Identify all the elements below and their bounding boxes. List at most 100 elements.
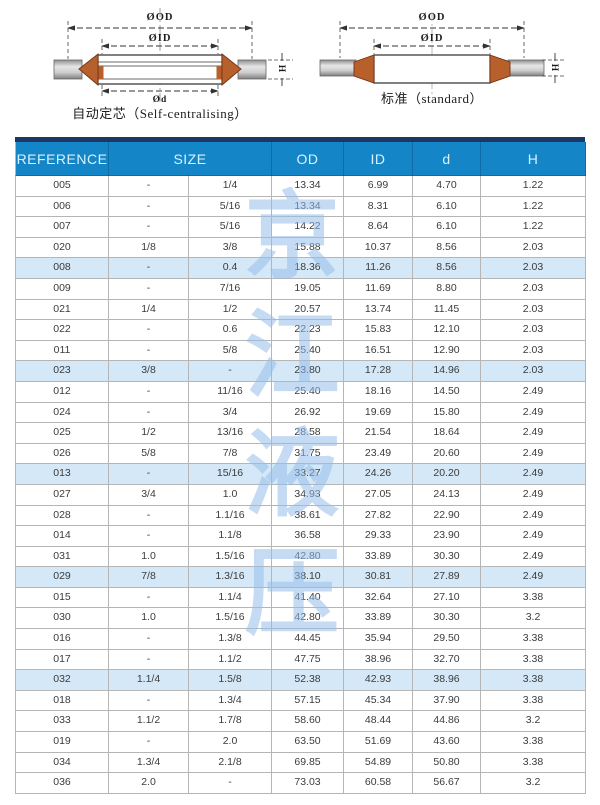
cell-od: 33.27 [271,463,344,485]
table-row: 012-11/16 25.40 18.16 14.50 2.49 [15,380,586,403]
table-row: 020 1/8 3/8 15.88 10.37 8.56 2.03 [15,236,586,259]
header-d: d [412,142,481,176]
cell-od: 63.50 [271,731,344,753]
table-row: 007-5/16 14.22 8.64 6.10 1.22 [15,216,586,238]
cell-size1: - [108,504,189,527]
table-row: 025 1/2 13/16 28.58 21.54 18.64 2.49 [15,422,586,444]
cell-d: 6.10 [412,195,481,218]
cell-od: 42.80 [271,607,344,630]
cell-size1: - [108,648,189,671]
cell-size2: 5/8 [188,339,272,362]
od-dimension-label: ØOD [147,12,174,23]
cell-reference: 024 [15,401,109,424]
cell-h: 2.03 [480,277,586,300]
cell-od: 25.40 [271,380,344,403]
dimension-h: H [542,53,566,83]
cell-size1: - [108,401,189,424]
cell-size2: 1.5/8 [188,669,272,691]
cell-reference: 031 [15,545,109,568]
shaft-right [507,59,545,77]
cell-reference: 007 [15,216,109,238]
cell-reference: 016 [15,628,109,650]
cell-size2: 1/2 [188,298,272,321]
cell-h: 2.49 [480,504,586,527]
cell-od: 28.58 [271,422,344,444]
shaft-right [237,59,267,80]
seal-lip-left [98,66,104,79]
cell-reference: 020 [15,236,109,259]
cell-reference: 006 [15,195,109,218]
cell-h: 3.38 [480,586,586,609]
dimension-id: ØID [101,33,219,54]
cell-od: 38.10 [271,566,344,588]
cell-size1: 3/4 [108,483,189,506]
table-row: 005-1/4 13.34 6.99 4.70 1.22 [15,175,586,197]
table-row: 013-15/16 33.27 24.26 20.20 2.49 [15,463,586,485]
cell-d: 24.13 [412,483,481,506]
table-row: 027 3/4 1.0 34.93 27.05 24.13 2.49 [15,483,586,506]
header-od: OD [271,142,344,176]
shaft-left [319,59,357,77]
cell-od: 23.80 [271,360,344,382]
cell-reference: 028 [15,504,109,527]
cell-od: 34.93 [271,483,344,506]
cell-size2: 1/4 [188,175,272,197]
cell-size1: - [108,463,189,485]
cell-size2: 1.3/16 [188,566,272,588]
seal-body [373,54,491,84]
cell-od: 44.45 [271,628,344,650]
cell-id: 30.81 [343,566,413,588]
cell-reference: 030 [15,607,109,630]
cell-od: 58.60 [271,710,344,733]
cell-reference: 025 [15,422,109,444]
cell-od: 14.22 [271,216,344,238]
cell-h: 3.2 [480,607,586,630]
cell-od: 57.15 [271,689,344,712]
cell-id: 8.31 [343,195,413,218]
dimension-id: ØID [373,33,491,54]
cell-id: 15.83 [343,319,413,341]
cell-size2: 13/16 [188,422,272,444]
cell-od: 36.58 [271,525,344,547]
table-row: 019-2.0 63.50 51.69 43.60 3.38 [15,731,586,753]
cell-size2: - [188,772,272,794]
cell-size1: - [108,628,189,650]
table-row: 008-0.4 18.36 11.26 8.56 2.03 [15,257,586,279]
cell-d: 30.30 [412,545,481,568]
table-row: 036 2.0-73.03 60.58 56.67 3.2 [15,772,586,794]
cell-size1: 1/2 [108,422,189,444]
cell-id: 10.37 [343,236,413,259]
cell-reference: 029 [15,566,109,588]
cell-d: 37.90 [412,689,481,712]
cell-size2: 1.3/8 [188,628,272,650]
cell-od: 26.92 [271,401,344,424]
cell-id: 6.99 [343,175,413,197]
cell-size1: 1.0 [108,607,189,630]
cell-reference: 036 [15,772,109,794]
cell-size1: 3/8 [108,360,189,382]
cell-h: 2.49 [480,422,586,444]
cell-d: 12.10 [412,319,481,341]
table-row: 029 7/8 1.3/16 38.10 30.81 27.89 2.49 [15,566,586,588]
cell-id: 45.34 [343,689,413,712]
cell-size2: 3/8 [188,236,272,259]
shaft-left [53,59,83,80]
cell-h: 3.38 [480,648,586,671]
id-dimension-label: ØID [421,33,444,44]
cell-h: 2.03 [480,236,586,259]
cell-id: 38.96 [343,648,413,671]
standard-caption: 标准（standard） [381,91,483,106]
cell-size1: 1.1/2 [108,710,189,733]
table-top-strip [15,137,585,142]
cell-size2: 11/16 [188,380,272,403]
cell-h: 2.03 [480,298,586,321]
cell-d: 27.10 [412,586,481,609]
cell-size2: 5/16 [188,216,272,238]
dimension-d: Ød [101,85,219,105]
spec-table-section: REFERENCE SIZE OD ID d H 005-1/4 13.34 6.9… [15,137,586,794]
cell-d: 6.10 [412,216,481,238]
cell-d: 12.90 [412,339,481,362]
spec-table: REFERENCE SIZE OD ID d H 005-1/4 13.34 6.9… [15,142,586,794]
cell-size1: - [108,380,189,403]
seal-body [97,54,223,85]
